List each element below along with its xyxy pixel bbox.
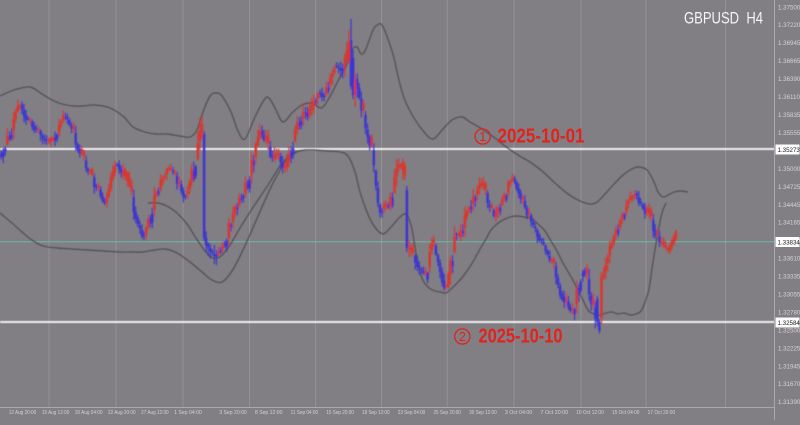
svg-text:15 Oct 04:00: 15 Oct 04:00	[612, 410, 640, 416]
svg-text:1.32500: 1.32500	[778, 327, 800, 334]
svg-text:1.32780: 1.32780	[778, 309, 800, 316]
svg-text:18 Sep 12:00: 18 Sep 12:00	[362, 410, 390, 416]
svg-text:1.32225: 1.32225	[778, 345, 800, 352]
svg-text:GBPUSD H4: GBPUSD H4	[684, 9, 763, 28]
svg-text:1.36665: 1.36665	[778, 58, 800, 65]
svg-text:1.31670: 1.31670	[778, 381, 800, 388]
svg-text:1.33610: 1.33610	[778, 256, 800, 263]
svg-text:1.35835: 1.35835	[778, 112, 800, 119]
svg-text:17 Oct 20:00: 17 Oct 20:00	[648, 410, 676, 416]
svg-text:1.36110: 1.36110	[778, 94, 800, 101]
svg-text:1: 1	[479, 130, 486, 144]
svg-text:2025-10-01: 2025-10-01	[498, 126, 585, 148]
svg-text:1 Sep 04:00: 1 Sep 04:00	[174, 410, 202, 416]
svg-text:1.35273: 1.35273	[778, 147, 800, 154]
svg-text:25 Sep 20:00: 25 Sep 20:00	[433, 410, 461, 416]
svg-text:1.32584: 1.32584	[778, 320, 800, 327]
svg-text:2025-10-10: 2025-10-10	[479, 326, 563, 348]
svg-text:3 Sep 20:00: 3 Sep 20:00	[219, 410, 247, 416]
svg-text:1.36945: 1.36945	[778, 40, 800, 47]
svg-text:1.36390: 1.36390	[778, 76, 800, 83]
svg-text:8 Sep 12:00: 8 Sep 12:00	[255, 410, 283, 416]
svg-text:1.33055: 1.33055	[778, 292, 800, 299]
svg-text:15 Sep 20:00: 15 Sep 20:00	[326, 410, 354, 416]
svg-text:15 Aug 12:00: 15 Aug 12:00	[42, 410, 70, 416]
svg-text:1.35555: 1.35555	[778, 130, 800, 137]
svg-text:1.37220: 1.37220	[778, 22, 800, 29]
svg-text:1.37500: 1.37500	[778, 4, 800, 11]
svg-text:7 Oct 20:00: 7 Oct 20:00	[541, 410, 569, 416]
svg-text:1.35000: 1.35000	[778, 166, 800, 173]
svg-text:11 Sep 04:00: 11 Sep 04:00	[291, 410, 319, 416]
svg-text:30 Sep 12:00: 30 Sep 12:00	[469, 410, 497, 416]
svg-text:1.34445: 1.34445	[778, 202, 800, 209]
svg-text:1.33834: 1.33834	[778, 239, 800, 246]
svg-text:2: 2	[459, 330, 466, 344]
svg-text:1.33335: 1.33335	[778, 274, 800, 281]
svg-text:1.34165: 1.34165	[778, 220, 800, 227]
svg-text:27 Aug 12:00: 27 Aug 12:00	[141, 410, 169, 416]
svg-text:22 Aug 20:00: 22 Aug 20:00	[108, 410, 136, 416]
svg-text:1.34725: 1.34725	[778, 184, 800, 191]
svg-text:10 Oct 12:00: 10 Oct 12:00	[576, 410, 604, 416]
svg-text:12 Aug 20:00: 12 Aug 20:00	[9, 410, 37, 416]
svg-text:23 Sep 04:00: 23 Sep 04:00	[398, 410, 426, 416]
svg-text:1.31390: 1.31390	[778, 399, 800, 406]
svg-text:1.31945: 1.31945	[778, 363, 800, 370]
svg-text:20 Aug 04:00: 20 Aug 04:00	[75, 410, 103, 416]
svg-text:3 Oct 04:00: 3 Oct 04:00	[505, 410, 533, 416]
